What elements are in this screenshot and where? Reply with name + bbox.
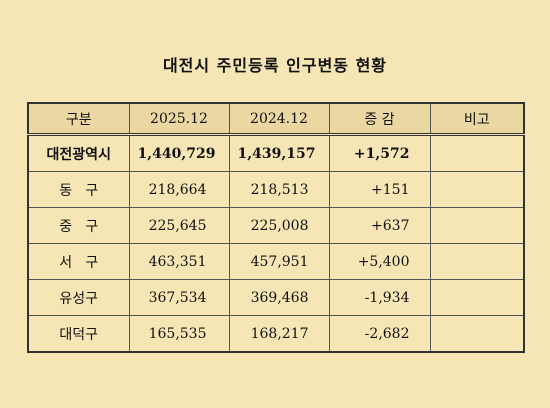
- row-2024: 218,513: [228, 171, 330, 208]
- row-note: [429, 134, 525, 172]
- row-region: 대덕구: [27, 315, 130, 353]
- row-change: +5,400: [328, 243, 431, 280]
- header-region: 구분: [27, 102, 130, 135]
- row-region: 서 구: [27, 243, 130, 280]
- table-row: 중 구 225,645 225,008 +637: [27, 207, 525, 244]
- row-2025: 225,645: [128, 207, 230, 244]
- table-row: 동 구 218,664 218,513 +151: [27, 171, 525, 208]
- table-row: 서 구 463,351 457,951 +5,400: [27, 243, 525, 280]
- row-2024: 1,439,157: [228, 134, 330, 172]
- row-2025: 165,535: [128, 315, 230, 353]
- row-region: 대전광역시: [27, 134, 130, 172]
- row-change: +1,572: [328, 134, 431, 172]
- header-change: 증 감: [328, 102, 431, 135]
- row-2025: 463,351: [128, 243, 230, 280]
- header-row: 구분 2025.12 2024.12 증 감 비고: [27, 102, 525, 135]
- header-2025: 2025.12: [128, 102, 230, 135]
- row-region: 동 구: [27, 171, 130, 208]
- row-2025: 367,534: [128, 279, 230, 316]
- header-2024: 2024.12: [228, 102, 330, 135]
- row-note: [429, 243, 525, 280]
- table-row: 대덕구 165,535 168,217 -2,682: [27, 315, 525, 353]
- row-2024: 369,468: [228, 279, 330, 316]
- document-title: 대전시 주민등록 인구변동 현황: [162, 56, 388, 75]
- table-row: 유성구 367,534 369,468 -1,934: [27, 279, 525, 316]
- row-change: -2,682: [328, 315, 431, 353]
- row-note: [429, 171, 525, 208]
- row-region: 중 구: [27, 207, 130, 244]
- row-2025: 218,664: [128, 171, 230, 208]
- row-change: +151: [328, 171, 431, 208]
- row-change: +637: [328, 207, 431, 244]
- row-note: [429, 279, 525, 316]
- row-change: -1,934: [328, 279, 431, 316]
- row-region: 유성구: [27, 279, 130, 316]
- header-note: 비고: [429, 102, 525, 135]
- row-2024: 225,008: [228, 207, 330, 244]
- row-2024: 168,217: [228, 315, 330, 353]
- row-note: [429, 315, 525, 353]
- row-2024: 457,951: [228, 243, 330, 280]
- population-table: 구분 2025.12 2024.12 증 감 비고 대전광역시 1,440,72…: [27, 102, 525, 353]
- row-2025: 1,440,729: [128, 134, 230, 172]
- row-note: [429, 207, 525, 244]
- table-row-total: 대전광역시 1,440,729 1,439,157 +1,572: [27, 134, 525, 172]
